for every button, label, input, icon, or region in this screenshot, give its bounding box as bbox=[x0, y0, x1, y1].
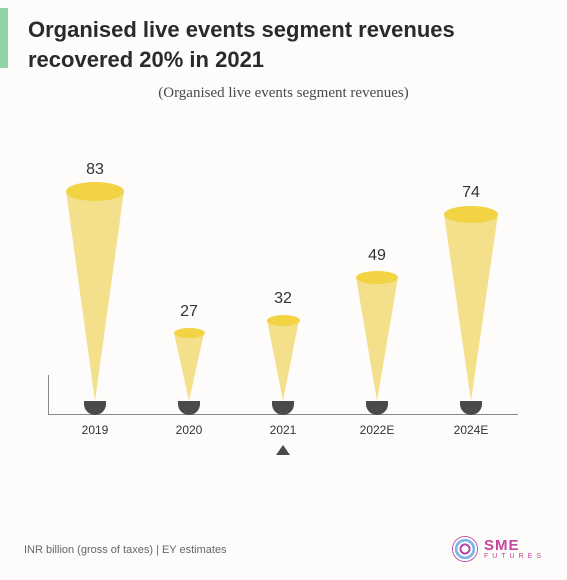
chart-title: Organised live events segment revenues r… bbox=[28, 15, 508, 74]
chart-column: 74 2024E bbox=[424, 155, 518, 445]
infographic-container: Organised live events segment revenues r… bbox=[0, 0, 567, 580]
logo-spiral-icon bbox=[452, 536, 478, 562]
cone-shape bbox=[267, 320, 299, 401]
cone-top-ellipse bbox=[356, 271, 398, 284]
cone-base bbox=[178, 401, 200, 415]
logo-text: SME FUTURES bbox=[484, 538, 545, 560]
chart-column: 32 2021 bbox=[236, 155, 330, 445]
cone-shape bbox=[66, 191, 124, 401]
value-label: 83 bbox=[48, 161, 142, 179]
category-label: 2020 bbox=[142, 423, 236, 437]
category-label: 2024E bbox=[424, 423, 518, 437]
cone-top-ellipse bbox=[174, 328, 205, 338]
cone-base bbox=[366, 401, 388, 415]
cone-base bbox=[272, 401, 294, 415]
accent-bar bbox=[0, 8, 8, 68]
category-label: 2022E bbox=[330, 423, 424, 437]
value-label: 49 bbox=[330, 247, 424, 265]
cone-base bbox=[460, 401, 482, 415]
sme-futures-logo: SME FUTURES bbox=[452, 536, 545, 562]
value-label: 27 bbox=[142, 303, 236, 321]
chart-area: 83 2019 27 2020 32 2021 49 2022E 74 2024E bbox=[48, 155, 518, 445]
logo-sub: FUTURES bbox=[484, 553, 545, 560]
highlight-marker-icon bbox=[276, 445, 290, 455]
columns-container: 83 2019 27 2020 32 2021 49 2022E 74 2024E bbox=[48, 155, 518, 445]
footnote-text: INR billion (gross of taxes) | EY estima… bbox=[24, 544, 227, 556]
chart-column: 83 2019 bbox=[48, 155, 142, 445]
cone-shape bbox=[444, 214, 498, 401]
chart-column: 27 2020 bbox=[142, 155, 236, 445]
category-label: 2019 bbox=[48, 423, 142, 437]
chart-column: 49 2022E bbox=[330, 155, 424, 445]
cone-shape bbox=[356, 277, 398, 401]
category-label: 2021 bbox=[236, 423, 330, 437]
cone-top-ellipse bbox=[267, 315, 300, 326]
cone-base bbox=[84, 401, 106, 415]
value-label: 74 bbox=[424, 184, 518, 202]
cone-top-ellipse bbox=[66, 182, 124, 201]
cone-shape bbox=[174, 333, 204, 401]
logo-main: SME bbox=[484, 538, 545, 553]
cone-top-ellipse bbox=[444, 206, 498, 223]
value-label: 32 bbox=[236, 290, 330, 308]
chart-subtitle: (Organised live events segment revenues) bbox=[0, 85, 567, 102]
